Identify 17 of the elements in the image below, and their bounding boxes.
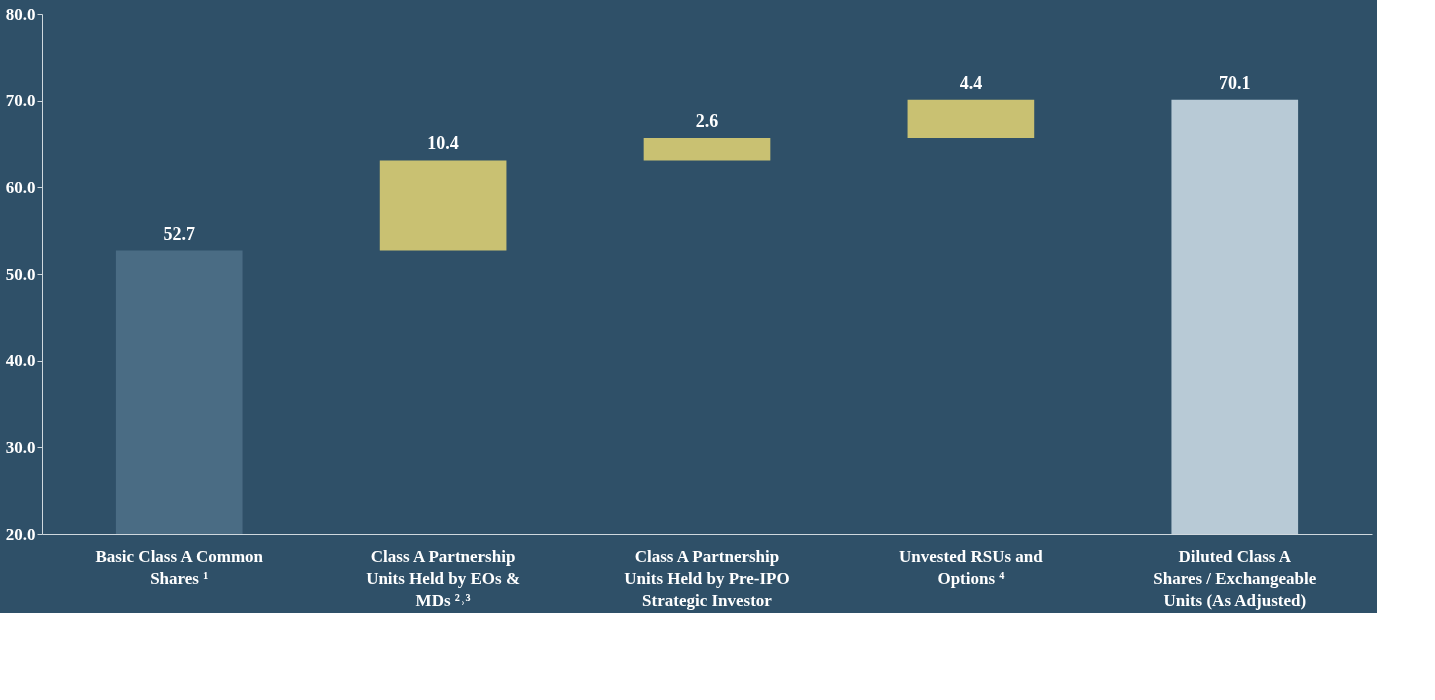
x-tick-label: Unvested RSUs and Options ⁴ — [899, 546, 1044, 588]
data-label: 4.4 — [959, 72, 983, 93]
data-label: 52.7 — [163, 223, 195, 244]
x-tick-label: Class A Partnership Units Held by EOs & MDs ²˒³ — [366, 546, 521, 610]
y-tick-label: 70.0 — [5, 91, 36, 111]
x-tick-label: Basic Class A Common Shares ¹ — [95, 546, 264, 588]
data-label: 10.4 — [427, 133, 459, 154]
y-tick-label: 50.0 — [5, 264, 36, 284]
x-tick-label: Class A Partnership Units Held by Pre-IPO Strategic Investor — [624, 546, 790, 610]
y-tick-label: 30.0 — [5, 437, 36, 457]
y-tick-label: 80.0 — [5, 4, 36, 24]
y-tick-label: 40.0 — [5, 351, 36, 371]
data-label: 2.6 — [695, 110, 719, 131]
y-tick-label: 20.0 — [5, 524, 36, 544]
data-label: 70.1 — [1219, 72, 1251, 93]
x-tick-label: Diluted Class A Shares / Exchangeable Units (As Adjusted) — [1153, 546, 1317, 610]
y-tick-label: 60.0 — [5, 177, 36, 197]
